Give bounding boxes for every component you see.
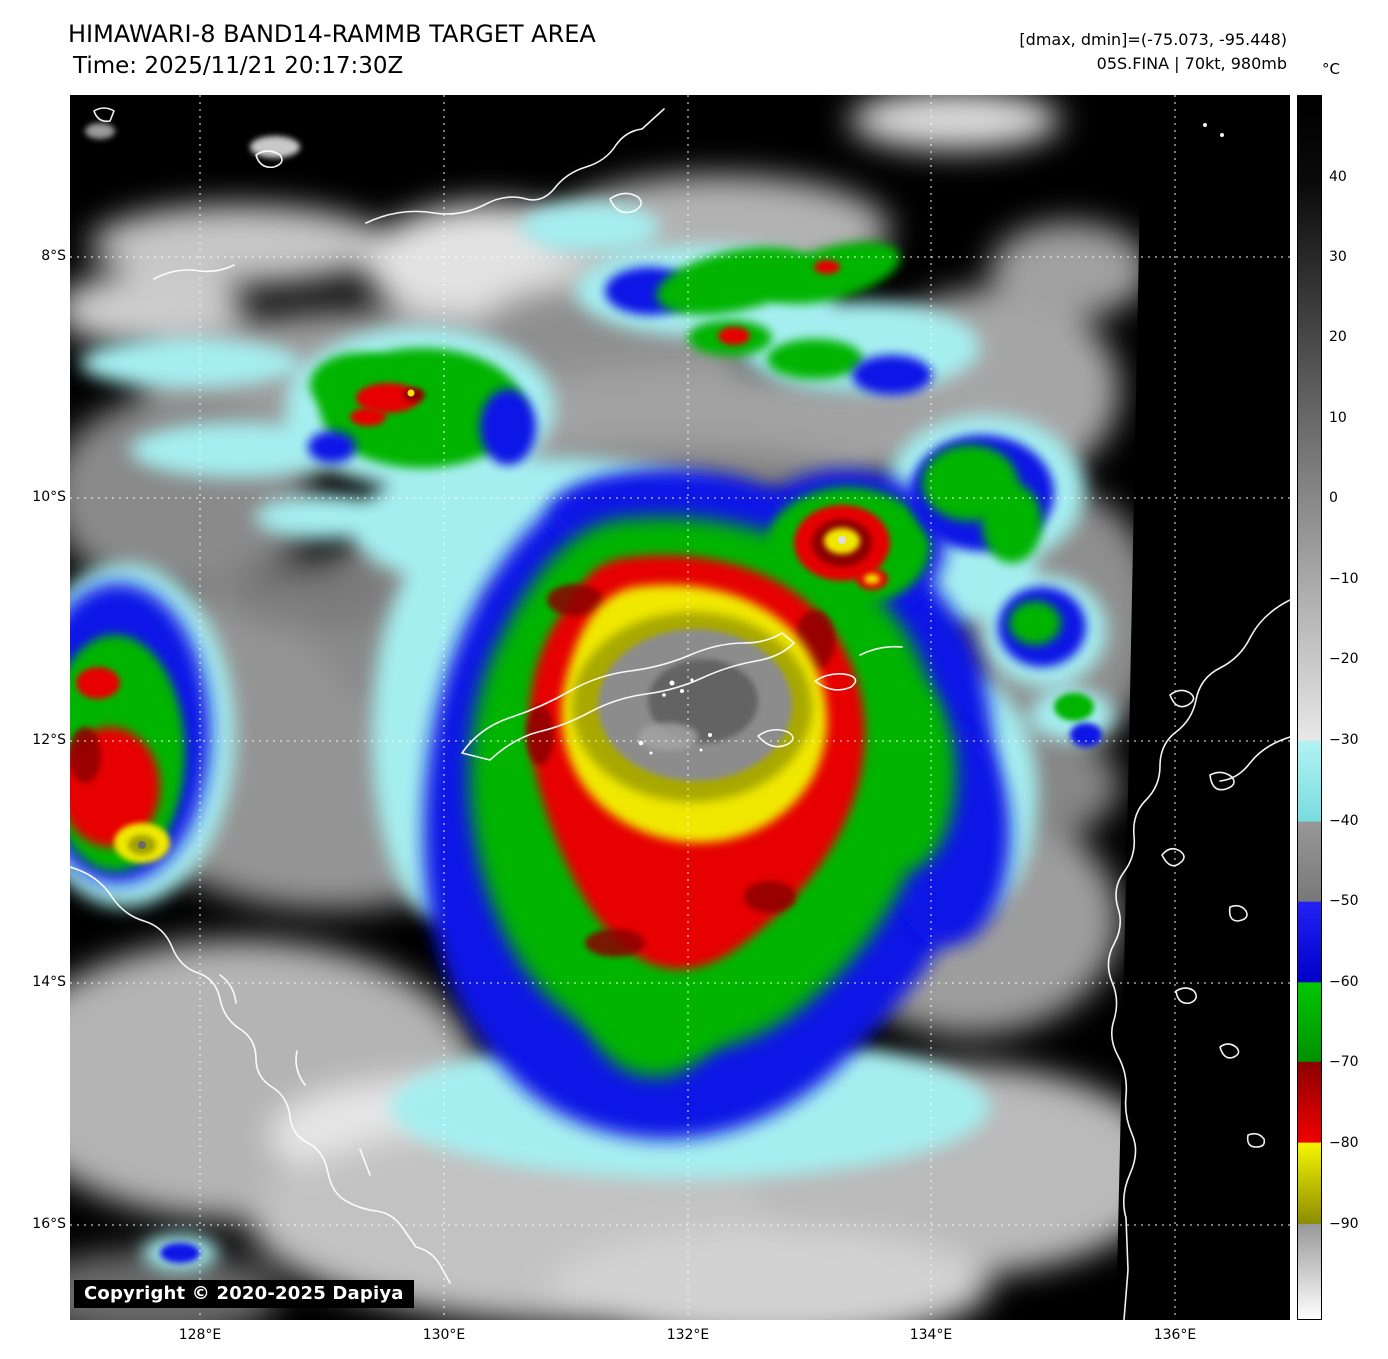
top-small-clouds bbox=[85, 123, 300, 158]
top-black-band bbox=[70, 95, 382, 159]
colorbar-tick-label: −20 bbox=[1329, 651, 1359, 667]
satellite-imagery bbox=[70, 95, 1290, 1320]
satellite-image-area: Copyright © 2020-2025 Dapiya bbox=[70, 95, 1290, 1320]
colorbar-tick-label: −30 bbox=[1329, 732, 1359, 748]
lat-label: 14°S bbox=[32, 974, 66, 990]
cyclone-core bbox=[423, 470, 1010, 1140]
colorbar-tick-label: 10 bbox=[1329, 410, 1347, 426]
lon-label: 130°E bbox=[422, 1327, 466, 1343]
storm-info-label: 05S.FINA | 70kt, 980mb bbox=[1096, 54, 1287, 73]
lon-label: 134°E bbox=[909, 1327, 953, 1343]
copyright-badge: Copyright © 2020-2025 Dapiya bbox=[74, 1280, 414, 1308]
no-data-region bbox=[1116, 95, 1290, 1320]
northwest-storm-cell bbox=[308, 348, 536, 468]
colorbar-tick-label: 20 bbox=[1329, 329, 1347, 345]
grid-lines bbox=[70, 95, 1290, 1320]
colorbar-tick-label: −70 bbox=[1329, 1054, 1359, 1070]
southwest-small-cell bbox=[160, 1243, 200, 1263]
colorbar-tick-label: 30 bbox=[1329, 249, 1347, 265]
lon-label: 128°E bbox=[178, 1327, 222, 1343]
colorbar-tick-label: −60 bbox=[1329, 974, 1359, 990]
lon-label: 132°E bbox=[666, 1327, 710, 1343]
lat-label: 16°S bbox=[32, 1216, 66, 1232]
lat-label: 8°S bbox=[41, 248, 66, 264]
northern-convective-streaks bbox=[605, 242, 932, 395]
dmax-dmin-label: [dmax, dmin]=(-75.073, -95.448) bbox=[1019, 30, 1287, 49]
eye-white-specks bbox=[638, 678, 712, 755]
lat-label: 10°S bbox=[32, 489, 66, 505]
colorbar-tick-label: −50 bbox=[1329, 893, 1359, 909]
colorbar bbox=[1297, 95, 1322, 1320]
page-title: HIMAWARI-8 BAND14-RAMMB TARGET AREA bbox=[68, 20, 596, 48]
lat-label: 12°S bbox=[32, 732, 66, 748]
colorbar-tick-label: 40 bbox=[1329, 169, 1347, 185]
colorbar-tick-label: −10 bbox=[1329, 571, 1359, 587]
lon-label: 136°E bbox=[1153, 1327, 1197, 1343]
northeast-convective-cell bbox=[794, 505, 890, 590]
colorbar-tick-label: −40 bbox=[1329, 813, 1359, 829]
colorbar-unit-label: °C bbox=[1322, 60, 1340, 78]
eastern-storm-cells bbox=[910, 435, 1102, 747]
dark-red-accents bbox=[526, 584, 835, 957]
coastline-layer bbox=[70, 107, 1290, 1320]
colorbar-tick-label: −80 bbox=[1329, 1135, 1359, 1151]
colorbar-tick-label: 0 bbox=[1329, 490, 1338, 506]
colorbar-tick-label: −90 bbox=[1329, 1216, 1359, 1232]
time-label: Time: 2025/11/21 20:17:30Z bbox=[73, 53, 404, 79]
